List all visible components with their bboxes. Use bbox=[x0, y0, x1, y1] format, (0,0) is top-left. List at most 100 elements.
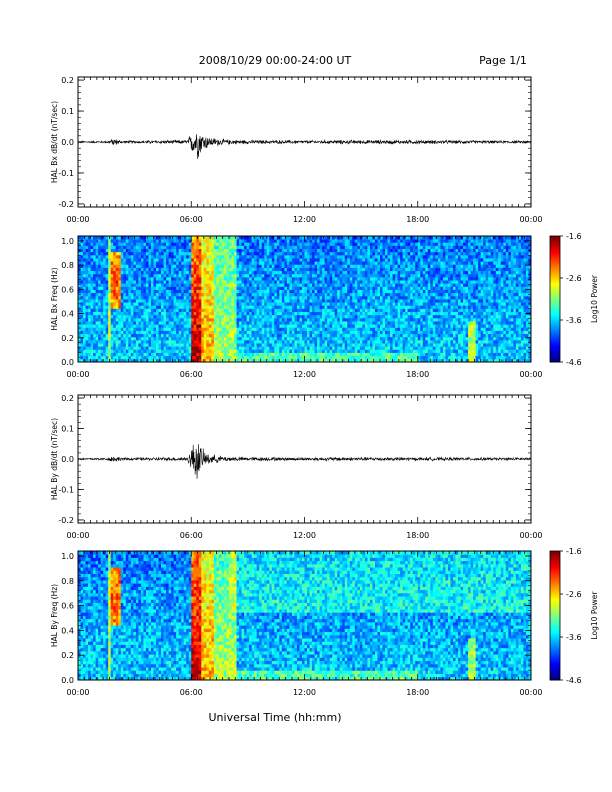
spectrogram-cell bbox=[279, 264, 283, 268]
spectrogram-cell bbox=[339, 321, 343, 325]
spectrogram-cell bbox=[249, 308, 253, 312]
spectrogram-cell bbox=[301, 324, 305, 328]
spectrogram-cell bbox=[198, 283, 202, 287]
spectrogram-cell bbox=[193, 311, 197, 316]
spectrogram-cell bbox=[309, 280, 313, 284]
spectrogram-cell bbox=[319, 248, 323, 253]
spectrogram-cell bbox=[289, 299, 293, 303]
spectrogram-cell bbox=[188, 333, 192, 338]
spectrogram-cell bbox=[344, 324, 348, 328]
spectrogram-cell bbox=[161, 236, 164, 240]
spectrogram-cell bbox=[78, 283, 81, 287]
spectrogram-cell bbox=[103, 286, 107, 290]
spectrogram-cell bbox=[274, 251, 278, 256]
spectrogram-cell bbox=[168, 270, 172, 275]
spectrogram-cell bbox=[196, 336, 200, 341]
spectrogram-cell bbox=[85, 264, 89, 268]
spectrogram-cell bbox=[304, 261, 308, 265]
spectrogram-cell bbox=[140, 308, 144, 312]
spectrogram-cell bbox=[309, 352, 313, 357]
spectrogram-cell bbox=[118, 286, 122, 290]
spectrogram-cell bbox=[307, 289, 310, 294]
spectrogram-cell bbox=[85, 245, 89, 249]
spectrogram-cell bbox=[372, 317, 376, 322]
spectrogram-cell bbox=[208, 308, 212, 312]
spectrogram-cell bbox=[130, 295, 134, 300]
spectrogram-cell bbox=[198, 251, 202, 256]
spectrogram-cell bbox=[229, 327, 232, 331]
spectrogram-cell bbox=[88, 270, 91, 275]
spectrogram-cell bbox=[354, 283, 358, 287]
spectrogram-cell bbox=[128, 289, 132, 294]
spectrogram-cell bbox=[88, 308, 91, 312]
spectrogram-cell bbox=[193, 330, 197, 335]
spectrogram-cell bbox=[324, 317, 328, 322]
spectrogram-cell bbox=[289, 336, 293, 341]
spectrogram-cell bbox=[78, 280, 81, 284]
spectrogram-cell bbox=[125, 251, 129, 256]
spectrogram-cell bbox=[304, 267, 308, 272]
spectrogram-cell bbox=[166, 343, 169, 347]
spectrogram-cell bbox=[307, 295, 310, 300]
spectrogram-cell bbox=[352, 336, 356, 341]
spectrogram-cell bbox=[218, 299, 222, 303]
spectrogram-cell bbox=[80, 261, 84, 265]
spectrogram-cell bbox=[201, 276, 205, 281]
spectrogram-cell bbox=[140, 314, 144, 319]
spectrogram-cell bbox=[223, 242, 227, 246]
spectrogram-cell bbox=[156, 314, 159, 319]
spectrogram-cell bbox=[377, 305, 381, 309]
spectrogram-cell bbox=[377, 295, 381, 300]
spectrogram-cell bbox=[158, 302, 162, 306]
spectrogram-cell bbox=[125, 280, 129, 284]
spectrogram-cell bbox=[334, 254, 338, 259]
spectrogram-cell bbox=[342, 239, 346, 243]
spectrogram-cell bbox=[168, 236, 172, 240]
spectrogram-cell bbox=[269, 276, 273, 281]
spectrogram-cell bbox=[201, 308, 205, 312]
spectrogram-cell bbox=[153, 264, 157, 268]
spectrogram-cell bbox=[239, 276, 242, 281]
spectrogram-cell bbox=[186, 321, 190, 325]
spectrogram-cell bbox=[349, 292, 353, 297]
spectrogram-cell bbox=[211, 239, 215, 243]
spectrogram-cell bbox=[307, 336, 310, 341]
spectrogram-cell bbox=[354, 295, 358, 300]
spectrogram-cell bbox=[163, 314, 167, 319]
spectrogram-cell bbox=[281, 314, 285, 319]
spectrogram-cell bbox=[93, 330, 97, 335]
spectrogram-cell bbox=[211, 317, 215, 322]
spectrogram-cell bbox=[254, 355, 258, 360]
spectrogram-cell bbox=[327, 261, 331, 265]
spectrogram-cell bbox=[150, 330, 154, 335]
spectrogram-cell bbox=[145, 339, 149, 344]
spectrogram-cell bbox=[90, 324, 94, 328]
spectrogram-cell bbox=[171, 248, 175, 253]
spectrogram-cell bbox=[188, 302, 192, 306]
spectrogram-cell bbox=[359, 270, 363, 275]
spectrogram-cell bbox=[269, 289, 273, 294]
spectrogram-cell bbox=[90, 333, 94, 338]
spectrogram-cell bbox=[329, 333, 333, 338]
spectrogram-cell bbox=[251, 314, 255, 319]
spectrogram-cell bbox=[153, 239, 157, 243]
spectrogram-cell bbox=[317, 324, 320, 328]
spectrogram-cell bbox=[317, 261, 320, 265]
spectrogram-cell bbox=[296, 355, 300, 360]
x-axis-label: Universal Time (hh:mm) bbox=[209, 711, 342, 724]
spectrogram-cell bbox=[231, 261, 235, 265]
spectrogram-cell bbox=[201, 299, 205, 303]
spectrogram-cell bbox=[120, 295, 124, 300]
spectrogram-cell bbox=[201, 314, 205, 319]
spectrogram-cell bbox=[236, 254, 240, 259]
spectrogram-cell bbox=[90, 245, 94, 249]
spectrogram-cell bbox=[274, 321, 278, 325]
spectrogram-cell bbox=[259, 248, 263, 253]
spectrogram-cell bbox=[166, 299, 169, 303]
spectrogram-cell bbox=[113, 349, 117, 353]
spectrogram-cell bbox=[317, 311, 320, 316]
spectrogram-cell bbox=[241, 267, 245, 272]
spectrogram-cell bbox=[234, 267, 237, 272]
spectrogram-cell bbox=[244, 339, 248, 344]
spectrogram-cell bbox=[196, 264, 200, 268]
